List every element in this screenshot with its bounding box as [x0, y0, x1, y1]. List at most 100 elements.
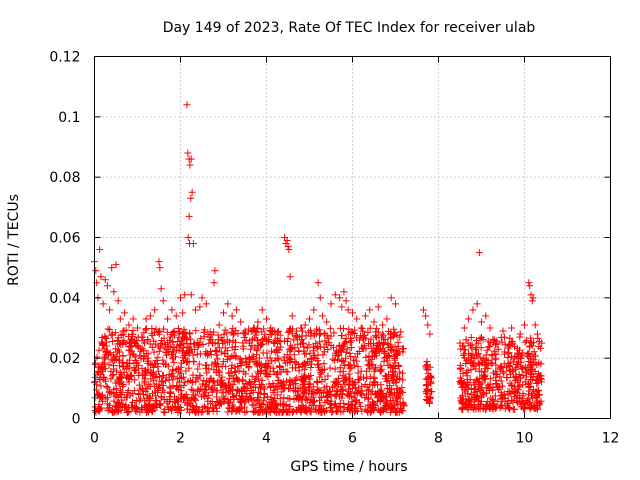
data-point: [165, 393, 173, 401]
data-point: [347, 392, 355, 400]
data-point: [193, 350, 201, 358]
data-point: [120, 369, 128, 377]
data-point: [324, 372, 332, 380]
data-point: [394, 389, 402, 397]
data-point: [239, 345, 247, 353]
data-point: [112, 355, 120, 363]
data-point: [98, 391, 106, 399]
data-point-outlier: [475, 249, 483, 257]
data-point: [192, 378, 200, 386]
data-point-outlier: [155, 258, 163, 266]
data-point: [263, 337, 271, 345]
data-point: [377, 362, 385, 370]
data-point: [526, 369, 534, 377]
data-point: [462, 368, 470, 376]
data-point: [166, 384, 174, 392]
data-point: [500, 369, 508, 377]
data-point: [474, 349, 482, 357]
data-point: [355, 347, 363, 355]
data-point: [507, 358, 515, 366]
data-point: [511, 377, 519, 385]
data-point: [394, 401, 402, 409]
data-point: [478, 389, 486, 397]
data-point: [352, 407, 360, 415]
data-point: [215, 363, 223, 371]
data-point: [214, 340, 222, 348]
data-point: [492, 379, 500, 387]
data-point: [197, 393, 205, 401]
data-point: [197, 334, 205, 342]
data-point: [183, 343, 191, 351]
data-point: [108, 372, 116, 380]
data-point: [372, 325, 380, 333]
data-point: [327, 400, 335, 408]
data-point: [105, 404, 113, 412]
data-point: [528, 365, 536, 373]
data-point: [353, 357, 361, 365]
data-point: [356, 336, 364, 344]
data-point: [490, 347, 498, 355]
data-point: [217, 376, 225, 384]
data-point: [352, 396, 360, 404]
data-point: [284, 337, 292, 345]
data-point: [335, 341, 343, 349]
data-point: [97, 382, 105, 390]
x-tick-label: 2: [176, 431, 185, 447]
data-point: [472, 337, 480, 345]
data-point: [229, 331, 237, 339]
data-point: [155, 330, 163, 338]
data-point: [209, 377, 217, 385]
data-point: [180, 325, 188, 333]
data-point: [504, 391, 512, 399]
data-point: [363, 383, 371, 391]
data-point: [271, 356, 279, 364]
data-point: [211, 347, 219, 355]
data-point: [158, 386, 166, 394]
data-point-outlier: [134, 324, 141, 332]
data-point: [290, 351, 298, 359]
data-point: [270, 339, 278, 347]
data-point: [142, 326, 150, 334]
data-point-outlier: [97, 273, 105, 281]
data-point: [386, 396, 394, 404]
data-point: [168, 331, 176, 339]
data-point: [101, 365, 109, 373]
data-point: [261, 364, 269, 372]
data-point: [393, 331, 401, 339]
data-point: [299, 403, 307, 411]
data-point: [195, 406, 203, 414]
data-point: [494, 345, 502, 353]
data-point: [232, 392, 240, 400]
data-point: [470, 405, 478, 413]
data-point: [271, 386, 279, 394]
data-point: [203, 369, 211, 377]
data-point: [128, 335, 136, 343]
data-point: [266, 383, 274, 391]
data-point: [478, 358, 486, 366]
data-point: [91, 394, 99, 402]
data-point: [173, 343, 181, 351]
data-point: [205, 350, 213, 358]
data-point: [307, 408, 315, 416]
data-point: [464, 367, 472, 375]
data-point: [162, 377, 170, 385]
data-point-outlier: [283, 237, 291, 245]
data-point: [260, 391, 268, 399]
data-point: [200, 333, 208, 341]
data-point: [173, 383, 181, 391]
data-point: [468, 360, 476, 368]
data-point: [223, 329, 231, 337]
data-point: [284, 368, 292, 376]
data-point: [96, 405, 104, 413]
data-point: [506, 370, 514, 378]
data-point: [105, 361, 113, 369]
data-point: [215, 344, 223, 352]
data-point: [312, 407, 320, 415]
data-point: [307, 355, 315, 363]
data-point: [379, 330, 387, 338]
data-point: [234, 362, 242, 370]
data-point: [399, 407, 407, 415]
data-point: [290, 407, 298, 415]
data-point: [467, 366, 475, 374]
